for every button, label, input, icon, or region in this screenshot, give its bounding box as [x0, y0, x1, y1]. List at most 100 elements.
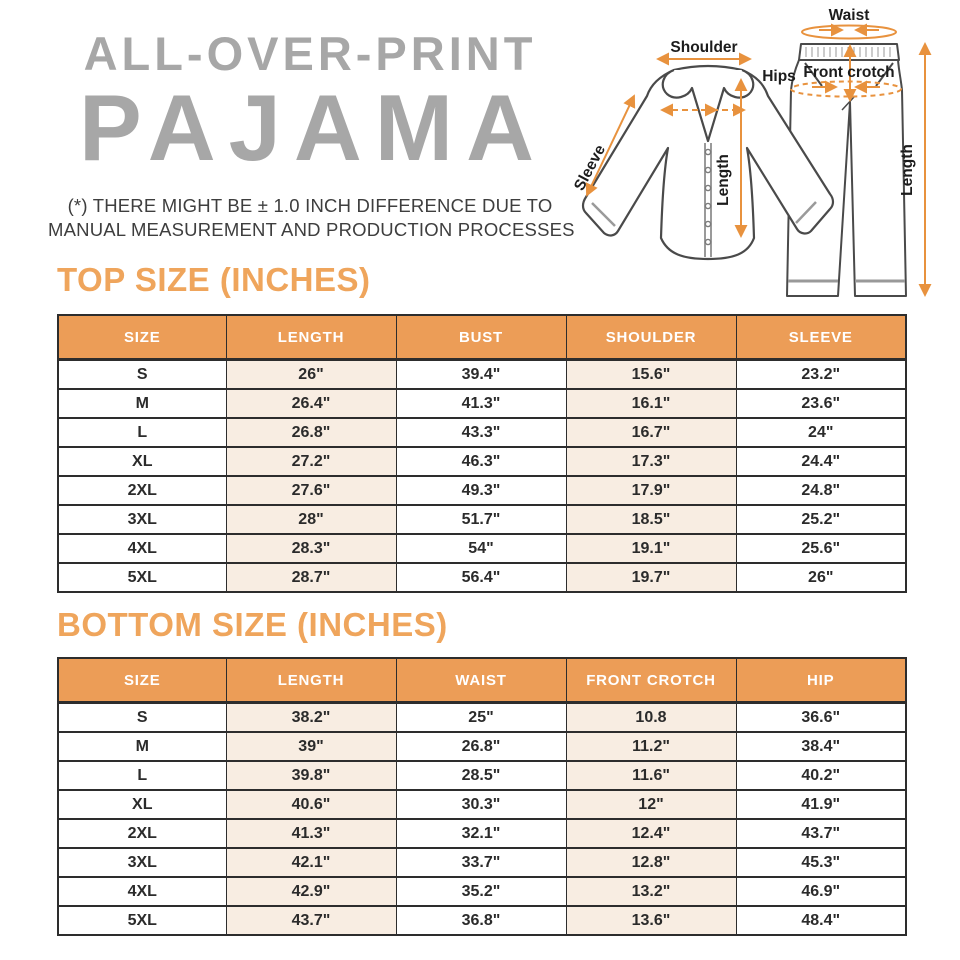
table-header-row: SIZE LENGTH BUST SHOULDER SLEEVE [57, 314, 907, 361]
table-cell: 39.8" [225, 760, 397, 791]
waist-ellipse [801, 24, 897, 40]
table-cell: 15.6" [565, 358, 737, 390]
table-cell: 42.9" [225, 876, 397, 907]
table-cell: 42.1" [225, 847, 397, 878]
column-header: SIZE [57, 657, 227, 704]
shirt-buttons [704, 148, 712, 246]
table-cell: 46.3" [395, 446, 567, 477]
table-cell: 40.6" [225, 789, 397, 820]
table-cell: M [57, 388, 227, 419]
table-cell: 49.3" [395, 475, 567, 506]
measurement-arrows [585, 23, 932, 297]
table-cell: 26" [225, 358, 397, 390]
table-cell: 28.7" [225, 562, 397, 593]
column-header: HIP [735, 657, 907, 704]
table-cell: 25.6" [735, 533, 907, 564]
table-cell: 17.9" [565, 475, 737, 506]
table-cell: 24" [735, 417, 907, 448]
table-cell: 38.4" [735, 731, 907, 762]
table-row: L 26.8" 43.3" 16.7" 24" [57, 417, 907, 448]
table-header-row: SIZE LENGTH WAIST FRONT CROTCH HIP [57, 657, 907, 704]
table-cell: XL [57, 789, 227, 820]
table-cell: 28" [225, 504, 397, 535]
table-cell: 5XL [57, 905, 227, 936]
table-cell: 26.8" [395, 731, 567, 762]
table-cell: 4XL [57, 533, 227, 564]
table-cell: 43.7" [735, 818, 907, 849]
table-cell: 36.8" [395, 905, 567, 936]
pants-body [786, 59, 907, 297]
column-header: WAIST [395, 657, 567, 704]
table-cell: 12.4" [565, 818, 737, 849]
table-cell: 3XL [57, 847, 227, 878]
sleeve-arrow [585, 94, 636, 197]
column-header: LENGTH [225, 657, 397, 704]
column-header: LENGTH [225, 314, 397, 361]
table-cell: 39" [225, 731, 397, 762]
table-cell: 54" [395, 533, 567, 564]
table-cell: 17.3" [565, 446, 737, 477]
table-cell: 24.8" [735, 475, 907, 506]
table-cell: 28.3" [225, 533, 397, 564]
table-cell: 48.4" [735, 905, 907, 936]
measurement-disclaimer: (*) THERE MIGHT BE ± 1.0 INCH DIFFERENCE… [48, 194, 575, 243]
table-row: S 38.2" 25" 10.8 36.6" [57, 701, 907, 733]
table-cell: 18.5" [565, 504, 737, 535]
table-cell: 2XL [57, 475, 227, 506]
table-row: XL 27.2" 46.3" 17.3" 24.4" [57, 446, 907, 477]
column-header: SLEEVE [735, 314, 907, 361]
column-header: SHOULDER [565, 314, 737, 361]
table-cell: 40.2" [735, 760, 907, 791]
table-cell: 13.6" [565, 905, 737, 936]
table-cell: 41.3" [225, 818, 397, 849]
table-cell: 26" [735, 562, 907, 593]
hips-label: Hips [762, 68, 796, 85]
disclaimer-line1: (*) THERE MIGHT BE ± 1.0 INCH DIFFERENCE… [67, 194, 553, 216]
table-cell: 12" [565, 789, 737, 820]
table-cell: 46.9" [735, 876, 907, 907]
shirt-placket [704, 143, 712, 257]
table-row: 2XL 27.6" 49.3" 17.9" 24.8" [57, 475, 907, 506]
shirt-body [581, 64, 835, 261]
table-cell: 41.9" [735, 789, 907, 820]
table-row: 5XL 28.7" 56.4" 19.7" 26" [57, 562, 907, 593]
waist-label: Waist [829, 7, 870, 24]
table-cell: 19.1" [565, 533, 737, 564]
table-cell: 33.7" [395, 847, 567, 878]
table-cell: 35.2" [395, 876, 567, 907]
disclaimer-line2: MANUAL MEASUREMENT AND PRODUCTION PROCES… [48, 219, 575, 241]
table-cell: 26.4" [225, 388, 397, 419]
table-row: M 26.4" 41.3" 16.1" 23.6" [57, 388, 907, 419]
table-cell: 27.2" [225, 446, 397, 477]
table-cell: 27.6" [225, 475, 397, 506]
table-cell: S [57, 701, 227, 733]
brand-header: ALL-OVER-PRINT PAJAMA (*) THERE MIGHT BE… [48, 27, 575, 243]
table-cell: 16.1" [565, 388, 737, 419]
top-size-section-title: TOP SIZE (INCHES) [57, 261, 371, 298]
table-row: L 39.8" 28.5" 11.6" 40.2" [57, 760, 907, 791]
table-cell: L [57, 417, 227, 448]
table-cell: 28.5" [395, 760, 567, 791]
table-cell: 16.7" [565, 417, 737, 448]
table-row: 4XL 42.9" 35.2" 13.2" 46.9" [57, 876, 907, 907]
table-cell: L [57, 760, 227, 791]
column-header: FRONT CROTCH [565, 657, 737, 704]
column-header: BUST [395, 314, 567, 361]
table-cell: 4XL [57, 876, 227, 907]
table-cell: 13.2" [565, 876, 737, 907]
table-cell: 2XL [57, 818, 227, 849]
shoulder-label: Shoulder [670, 39, 737, 56]
table-cell: 11.6" [565, 760, 737, 791]
table-cell: 39.4" [395, 358, 567, 390]
table-cell: S [57, 358, 227, 390]
pants-drawing [786, 43, 907, 297]
table-row: XL 40.6" 30.3" 12" 41.9" [57, 789, 907, 820]
table-cell: 32.1" [395, 818, 567, 849]
table-cell: 3XL [57, 504, 227, 535]
table-row: M 39" 26.8" 11.2" 38.4" [57, 731, 907, 762]
table-cell: XL [57, 446, 227, 477]
table-row: 4XL 28.3" 54" 19.1" 25.6" [57, 533, 907, 564]
table-cell: 5XL [57, 562, 227, 593]
table-cell: 41.3" [395, 388, 567, 419]
